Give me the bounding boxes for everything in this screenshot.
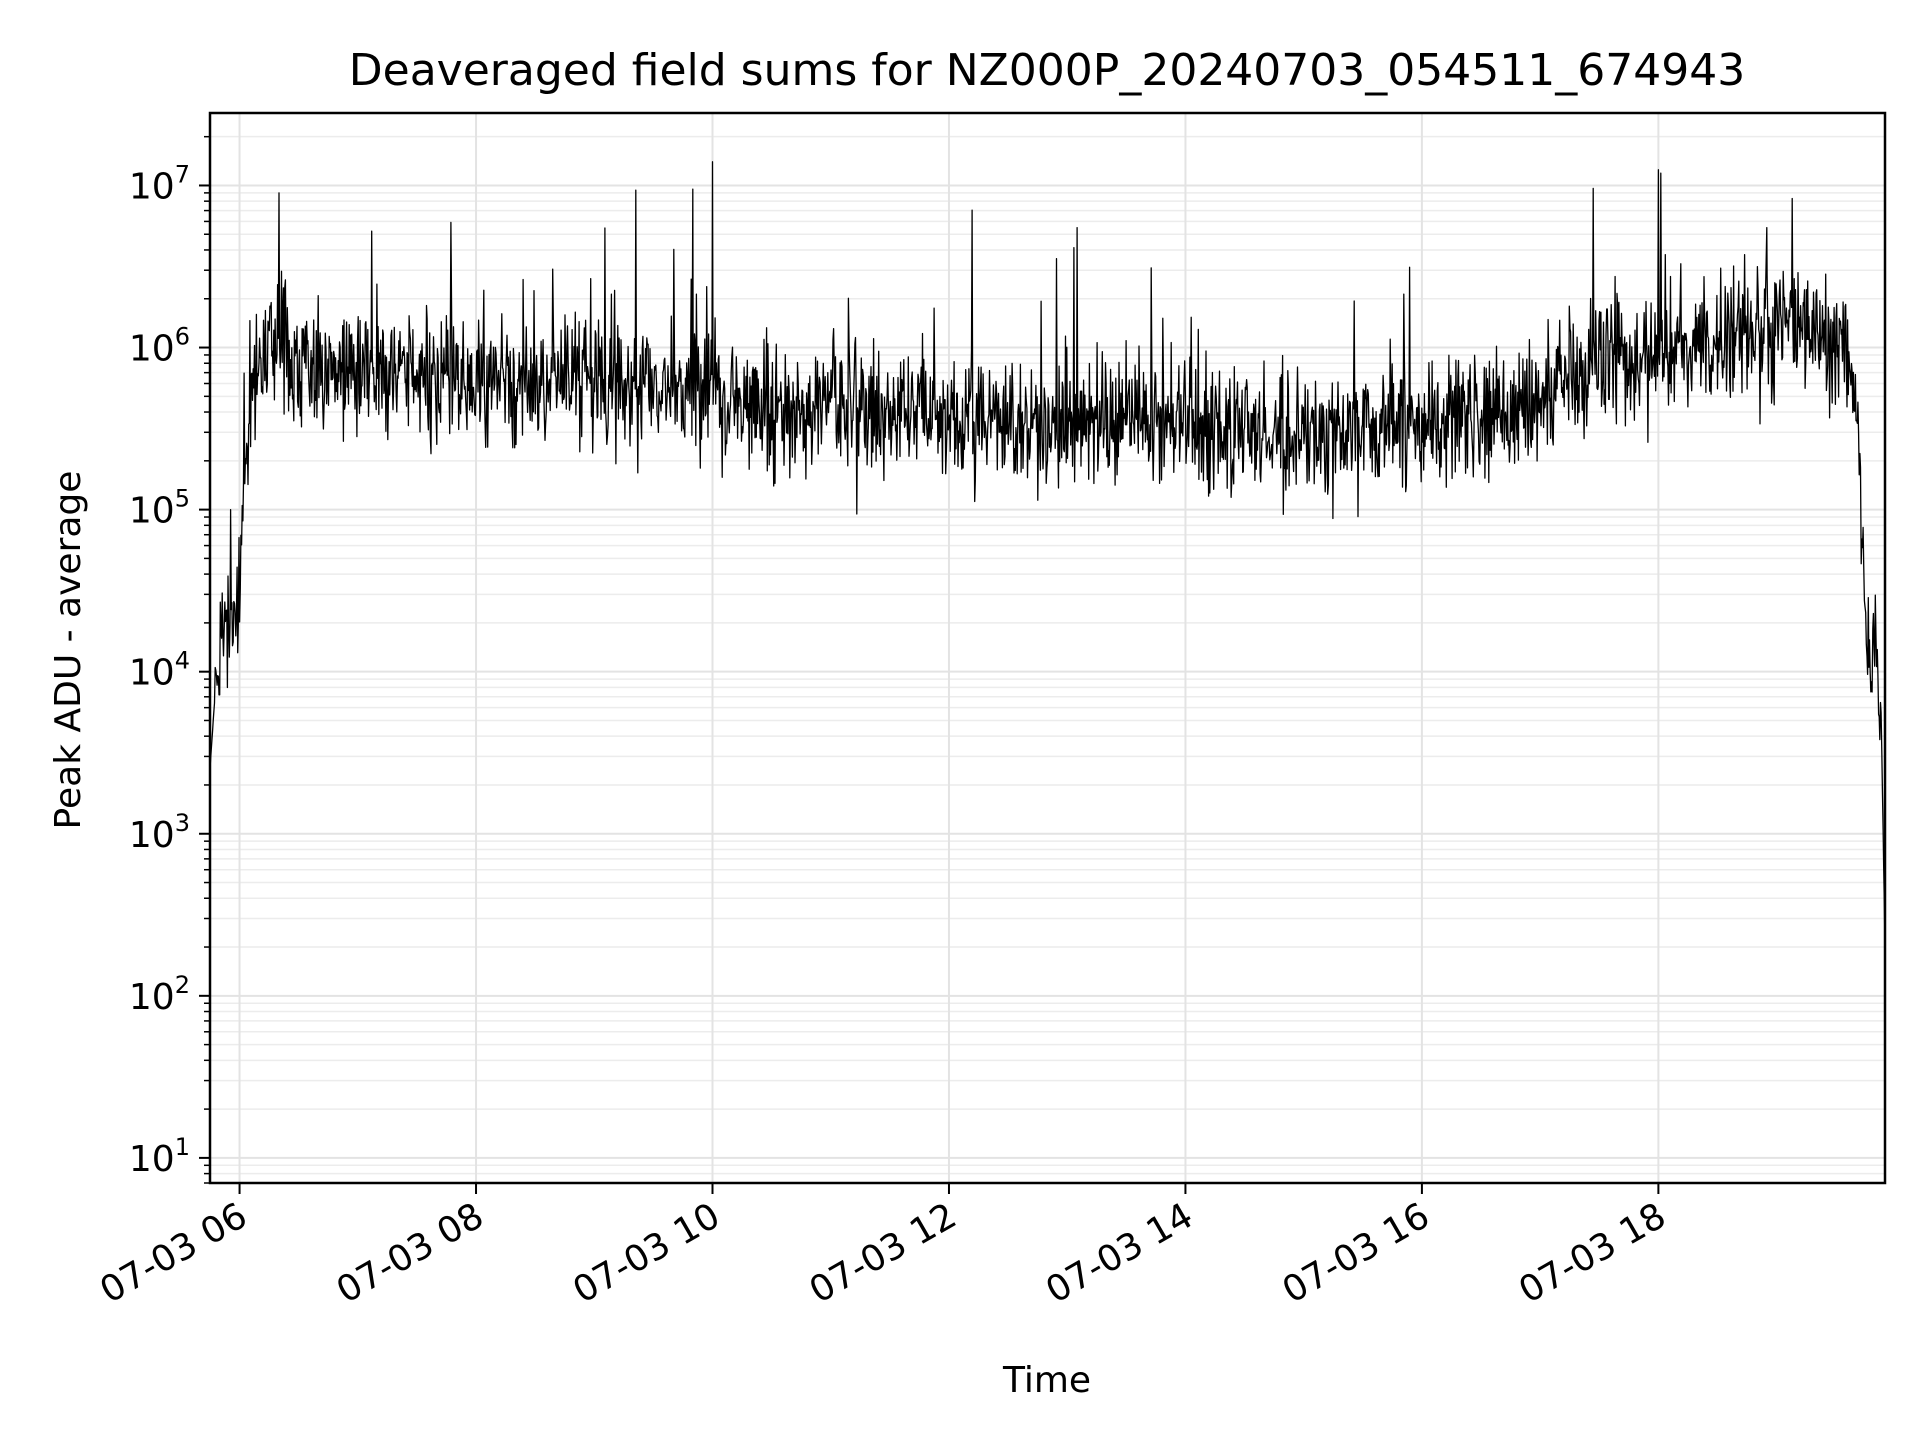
y-tick-label: 103 <box>129 809 190 856</box>
y-tick-label: 101 <box>129 1133 190 1180</box>
y-tick-label: 107 <box>129 160 190 207</box>
y-tick-label: 104 <box>129 647 190 694</box>
plot-frame <box>208 111 1887 1185</box>
data-layer <box>209 161 1886 947</box>
y-tick-label: 105 <box>129 485 190 532</box>
y-tick-label: 106 <box>129 323 190 370</box>
y-axis-label: Peak ADU - average <box>48 471 89 830</box>
x-axis-label: Time <box>1002 1360 1091 1401</box>
series-line <box>209 161 1886 947</box>
grid <box>210 113 1885 1184</box>
y-tick-label: 102 <box>129 971 190 1018</box>
chart-title: Deaveraged field sums for NZ000P_2024070… <box>349 45 1745 96</box>
